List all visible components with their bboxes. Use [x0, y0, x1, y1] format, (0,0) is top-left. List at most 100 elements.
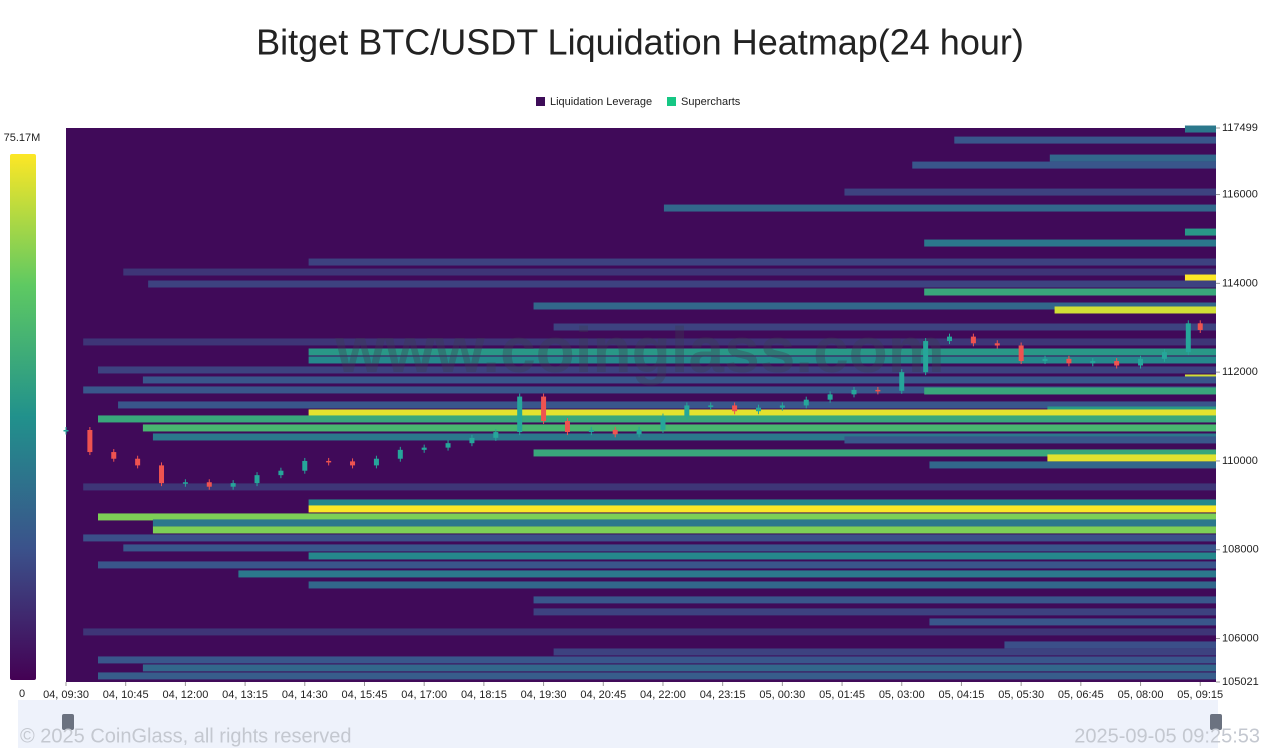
liquidation-band — [123, 544, 1217, 552]
candle — [684, 405, 690, 417]
navigator-handle[interactable] — [1210, 714, 1222, 730]
x-tick-label: 04, 09:30 — [43, 689, 89, 701]
y-tick-label: 117499 — [1222, 122, 1258, 134]
candle — [469, 437, 475, 444]
candle — [1161, 352, 1167, 359]
candle — [302, 460, 308, 471]
legend-swatch — [536, 97, 545, 106]
liquidation-band — [83, 534, 1217, 542]
liquidation-band — [929, 461, 1216, 469]
liquidation-band — [123, 268, 1217, 276]
liquidation-band — [308, 499, 1216, 507]
liquidation-band — [152, 526, 1217, 534]
liquidation-band — [924, 387, 1216, 395]
candle — [1090, 361, 1096, 364]
liquidation-band — [1184, 274, 1216, 282]
liquidation-band — [308, 348, 1216, 356]
candle — [636, 429, 642, 435]
colorbar-min: 0 — [19, 688, 25, 700]
candle — [803, 399, 809, 406]
navigator[interactable] — [18, 700, 1218, 748]
candle — [947, 336, 953, 342]
y-tick-label: 116000 — [1222, 188, 1258, 200]
watermark: www.coinglass.com — [334, 314, 944, 386]
liquidation-band — [97, 656, 1216, 664]
candle — [875, 389, 881, 392]
candle — [445, 443, 451, 448]
copyright: © 2025 CoinGlass, all rights reserved — [20, 725, 352, 747]
colorbar — [10, 154, 36, 680]
liquidation-band — [83, 483, 1217, 491]
liquidation-band — [83, 628, 1217, 636]
candle — [373, 458, 379, 466]
x-tick-label: 04, 13:15 — [222, 689, 268, 701]
liquidation-band — [1184, 125, 1216, 133]
candle — [278, 470, 284, 476]
liquidation-band — [148, 280, 1217, 288]
liquidation-band — [97, 513, 1216, 521]
x-tick-label: 04, 23:15 — [700, 689, 746, 701]
candle — [755, 407, 761, 412]
liquidation-band — [912, 161, 1216, 169]
candle — [1066, 358, 1072, 364]
y-tick-label: 108000 — [1222, 544, 1259, 556]
candle — [827, 394, 833, 400]
liquidation-band — [533, 302, 1216, 310]
candle — [1114, 361, 1120, 366]
liquidation-band — [118, 401, 1216, 409]
candle — [397, 449, 403, 459]
liquidation-band — [924, 288, 1216, 296]
liquidation-band — [142, 376, 1217, 384]
x-tick-label: 05, 05:30 — [998, 689, 1044, 701]
liquidation-band — [152, 433, 1217, 441]
y-tick-label: 106000 — [1222, 632, 1259, 644]
candle — [517, 396, 523, 433]
liquidation-band — [308, 505, 1216, 513]
liquidation-band — [844, 436, 1216, 444]
liquidation-band — [238, 570, 1216, 578]
candle — [421, 447, 427, 450]
liquidation-band — [97, 561, 1216, 569]
liquidation-band — [83, 338, 1217, 346]
x-tick-label: 04, 12:00 — [162, 689, 208, 701]
x-tick-label: 05, 04:15 — [939, 689, 985, 701]
liquidation-band — [308, 552, 1216, 560]
x-tick-label: 04, 22:00 — [640, 689, 686, 701]
liquidation-band — [1047, 454, 1216, 462]
navigator-handle[interactable] — [62, 714, 74, 730]
candle — [851, 389, 857, 395]
candle — [135, 458, 141, 466]
liquidation-band — [83, 386, 1217, 394]
liquidation-band — [1004, 641, 1216, 649]
legend-label: Liquidation Leverage — [550, 96, 652, 108]
candle — [994, 343, 1000, 346]
candle — [708, 405, 714, 407]
x-tick-label: 05, 00:30 — [759, 689, 805, 701]
x-tick-label: 04, 18:15 — [461, 689, 507, 701]
candle — [779, 405, 785, 408]
candle — [350, 461, 356, 466]
x-tick-label: 04, 20:45 — [580, 689, 626, 701]
liquidation-band — [308, 409, 1216, 417]
x-tick-label: 04, 17:00 — [401, 689, 447, 701]
candle — [541, 396, 547, 421]
liquidation-band — [1184, 228, 1216, 236]
candle — [564, 420, 570, 433]
x-tick-label: 04, 19:30 — [521, 689, 567, 701]
candle — [612, 429, 618, 435]
liquidation-band — [308, 258, 1216, 266]
liquidation-band — [97, 415, 1216, 423]
x-tick-label: 04, 15:45 — [342, 689, 388, 701]
chart-title: Bitget BTC/USDT Liquidation Heatmap(24 h… — [256, 22, 1024, 63]
liquidation-band — [533, 608, 1216, 616]
candle — [1197, 323, 1203, 330]
candle — [1042, 358, 1048, 362]
liquidation-band — [663, 204, 1216, 212]
liquidation-band — [142, 424, 1217, 432]
liquidation-band — [533, 596, 1216, 604]
liquidation-band — [1054, 306, 1216, 314]
x-tick-label: 05, 08:00 — [1118, 689, 1164, 701]
candle — [588, 429, 594, 433]
x-tick-label: 05, 01:45 — [819, 689, 865, 701]
